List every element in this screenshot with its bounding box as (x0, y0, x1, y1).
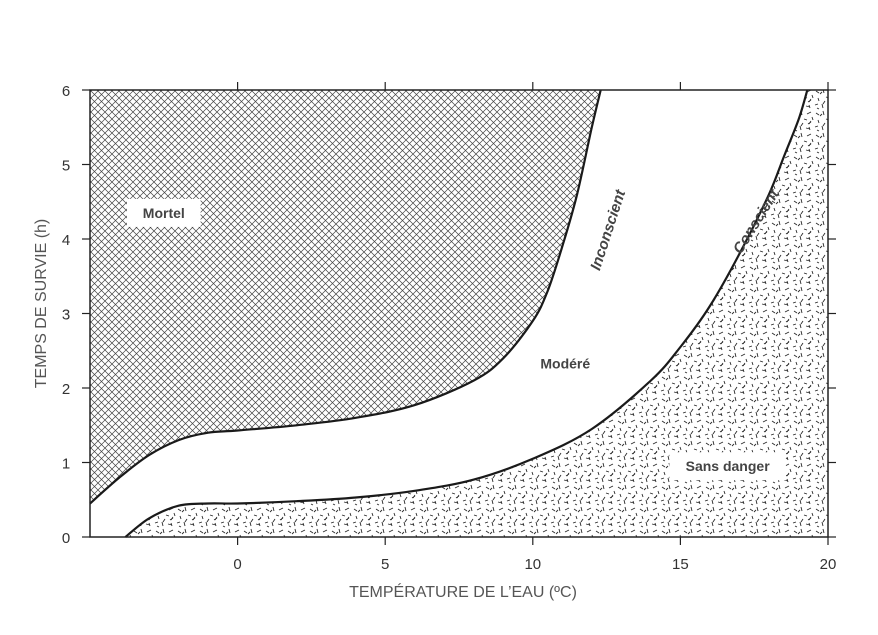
region-label: Sans danger (686, 458, 771, 474)
region-label: Mortel (143, 205, 185, 221)
y-tick-label: 0 (62, 530, 70, 547)
region-label: Modéré (540, 355, 590, 371)
curves-layer (89, 89, 809, 538)
region-label-backing (669, 452, 786, 481)
series-curve-inconscient (89, 89, 602, 505)
y-tick-label: 2 (62, 381, 70, 398)
region-label-group: Modéré (528, 349, 603, 378)
region-label-group: Sans danger (669, 452, 786, 481)
x-tick-label: 15 (672, 556, 689, 573)
y-tick-label: 4 (62, 232, 70, 249)
x-tick-label: 5 (381, 556, 389, 573)
series-curve-conscient (124, 89, 809, 538)
ticks-layer: 0 1 2 3 4 5 6 0 5 10 15 20 (62, 82, 837, 573)
region-mortel-fill (90, 90, 601, 504)
x-tick-label: 20 (820, 556, 837, 573)
region-label-backing (528, 349, 603, 378)
region-label-group: Mortel (127, 198, 201, 227)
regions-layer (90, 90, 828, 537)
x-tick-label: 0 (233, 556, 241, 573)
y-tick-label: 5 (62, 158, 70, 175)
x-tick-label: 10 (524, 556, 541, 573)
y-tick-label: 1 (62, 456, 70, 473)
y-tick-label: 3 (62, 307, 70, 324)
x-axis-title: TEMPÉRATURE DE L’EAU (ºC) (349, 582, 577, 601)
region-label-backing (127, 198, 201, 227)
y-tick-label: 6 (62, 83, 70, 100)
y-axis-title: TEMPS DE SURVIE (h) (33, 219, 50, 389)
curve-label: Inconscient (587, 187, 629, 272)
region-sans-danger-fill (125, 90, 828, 537)
